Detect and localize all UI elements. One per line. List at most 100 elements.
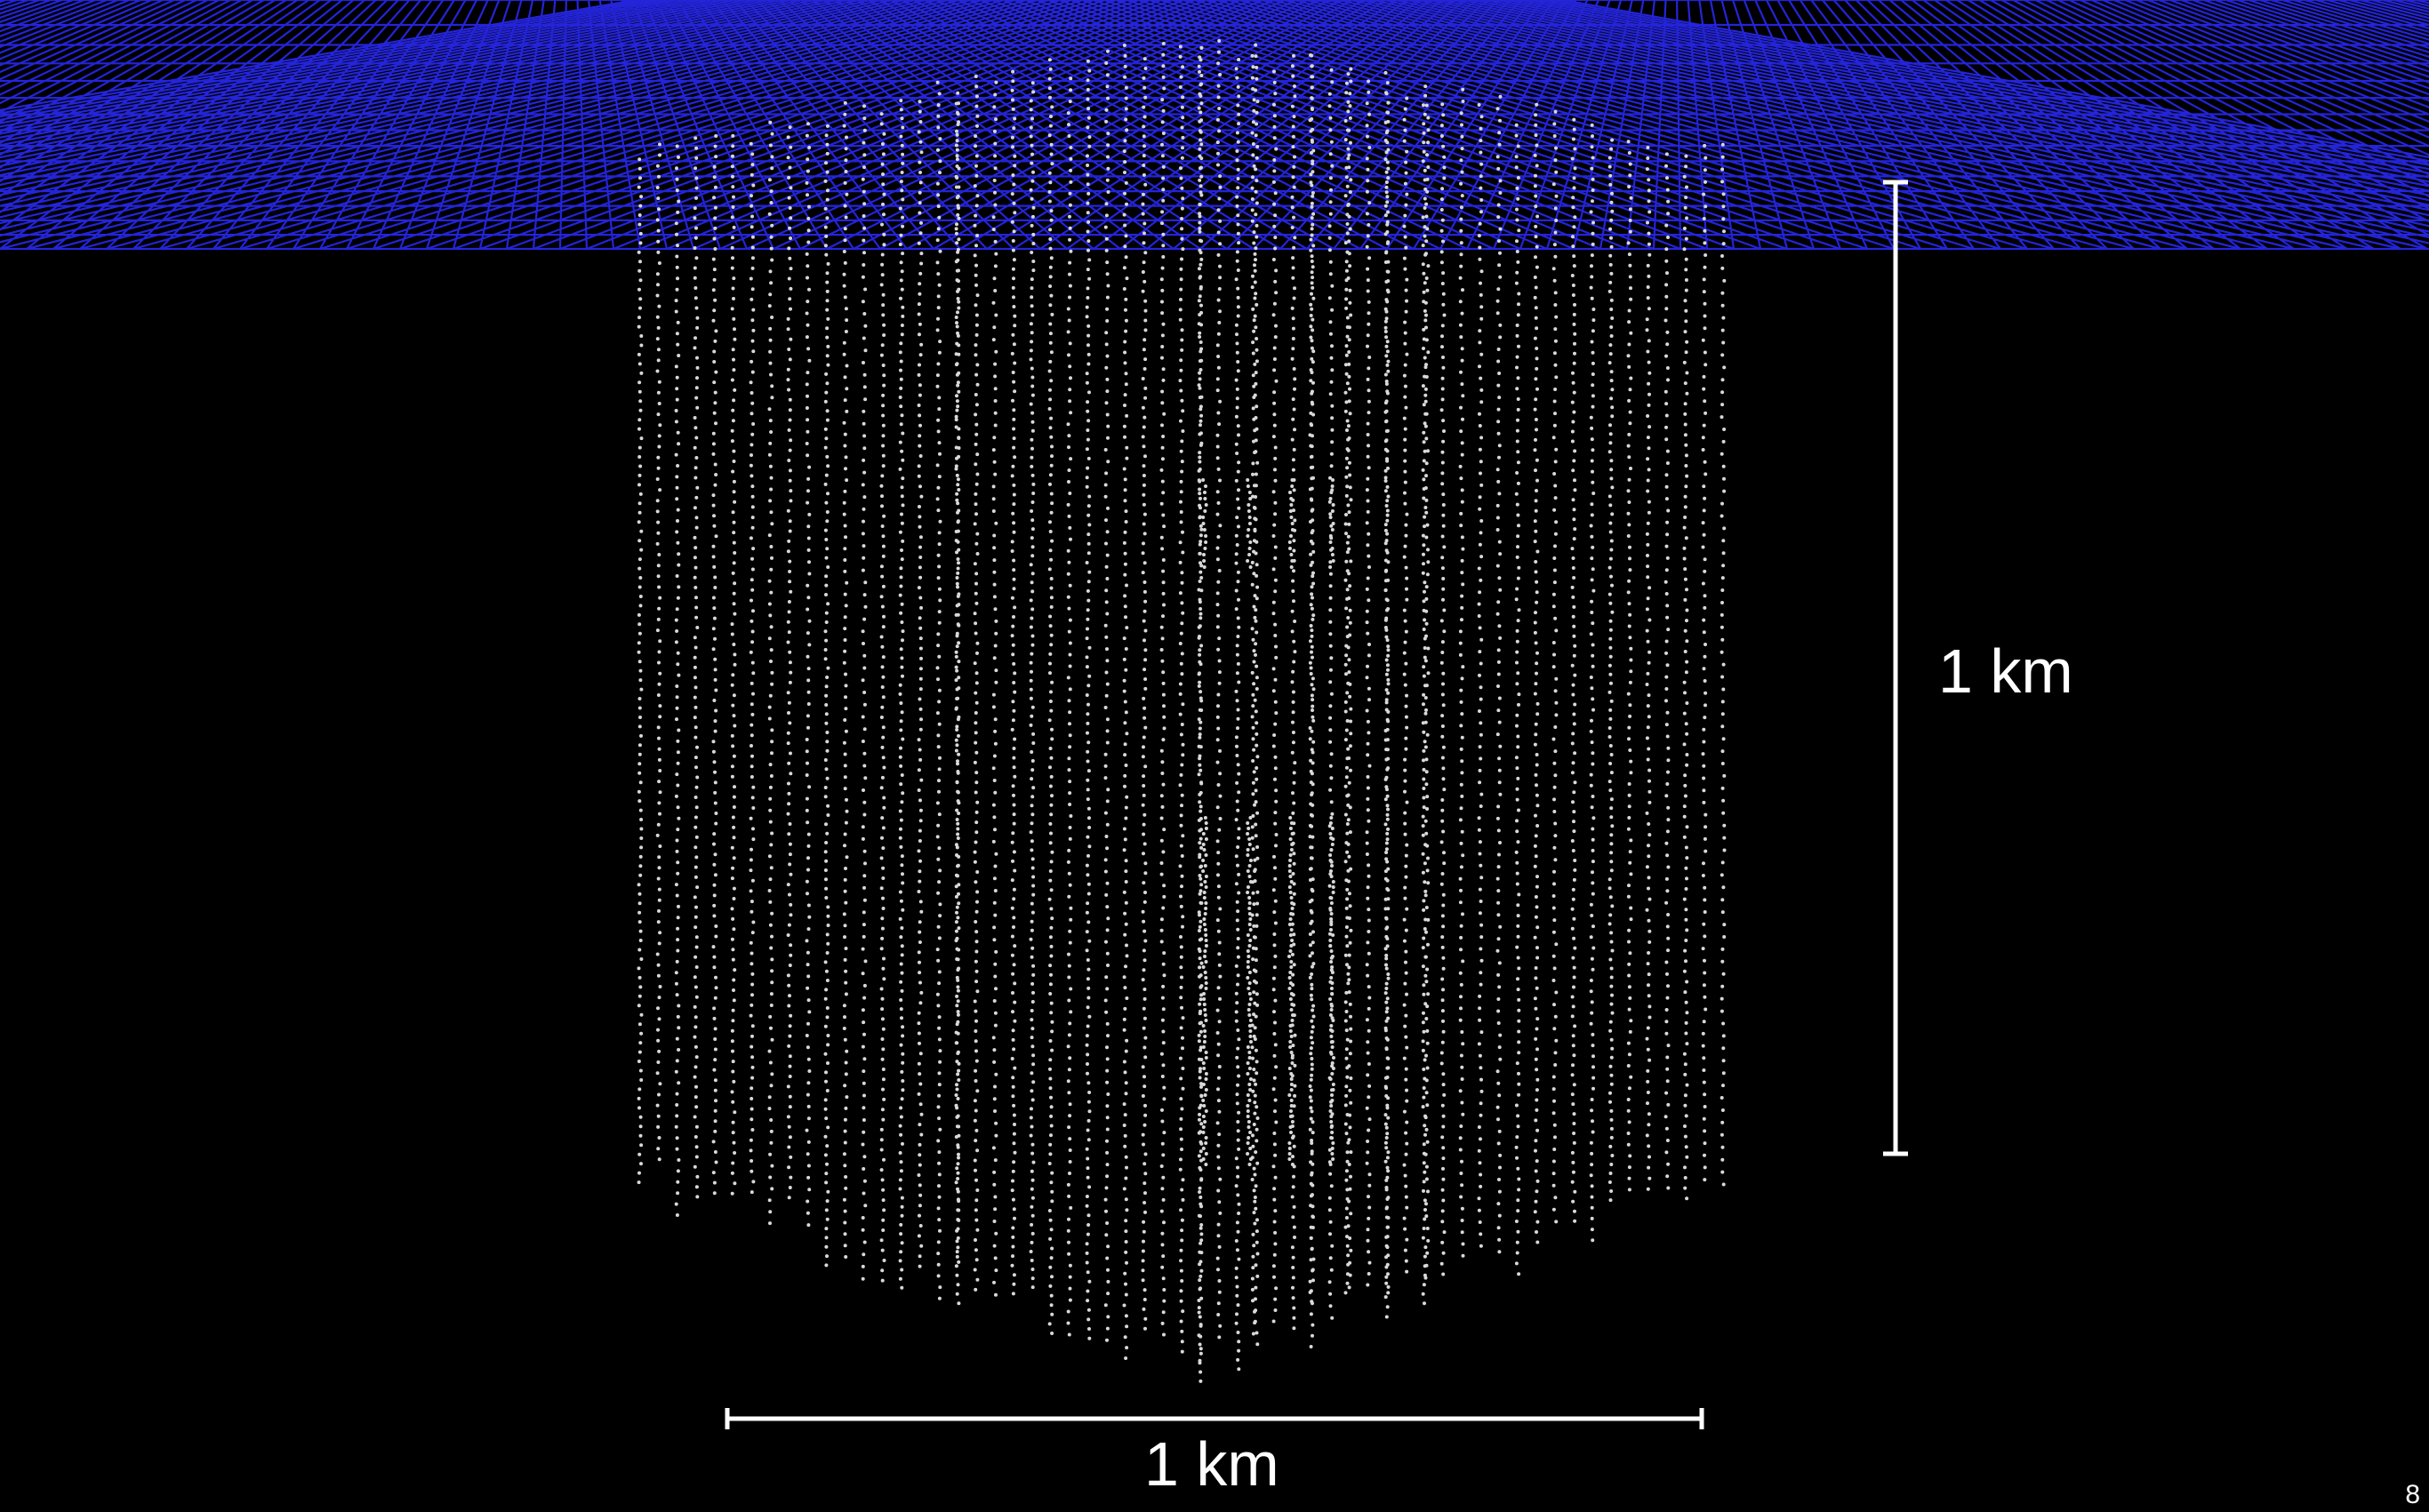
optical-module-dot [879,1168,884,1172]
optical-module-dot [807,643,812,647]
optical-module-dot [918,575,923,580]
optical-module-dot [676,540,680,545]
optical-module-dot [656,1147,661,1151]
optical-module-dot [918,524,922,529]
optical-module-dot [658,769,662,772]
optical-module-dot [898,1151,902,1155]
optical-module-dot [825,326,830,331]
optical-module-dot [843,1117,847,1122]
optical-module-dot [806,892,809,896]
optical-module-dot [879,1238,884,1243]
optical-module-dot [713,719,717,724]
optical-module-dot [844,1072,848,1076]
optical-module-dot [788,125,792,130]
optical-module-dot [656,920,661,924]
optical-module-dot [806,1092,810,1097]
optical-module-dot [898,836,902,840]
optical-module-dot [637,213,642,217]
optical-module-dot [677,673,681,677]
optical-module-dot [732,836,736,840]
optical-module-dot [862,372,867,377]
optical-module-dot [881,675,886,679]
optical-module-dot [879,595,884,599]
optical-module-dot [733,1151,737,1155]
optical-module-dot [825,188,830,193]
optical-module-dot [787,1196,791,1200]
optical-module-dot [862,812,867,817]
optical-module-dot [769,1084,774,1088]
optical-module-dot [844,672,847,676]
optical-module-dot [824,473,829,477]
ice-surface-grid [0,0,2429,251]
optical-module-dot [693,725,698,730]
optical-module-dot [676,750,680,755]
optical-module-dot [863,959,868,964]
optical-module-dot [862,885,866,890]
optical-module-dot [657,1136,661,1140]
optical-module-dot [730,1090,734,1094]
optical-module-dot [824,896,829,900]
optical-module-dot [824,886,829,891]
optical-module-dot [768,1175,773,1180]
optical-module-dot [639,957,644,961]
optical-module-dot [901,1079,905,1083]
optical-module-dot [806,371,810,375]
optical-module-dot [825,951,830,955]
optical-module-dot [788,680,792,684]
optical-module-dot [788,570,792,573]
optical-module-dot [900,171,904,174]
optical-module-dot [676,1191,680,1196]
optical-module-dot [732,602,736,606]
optical-module-dot [823,528,828,532]
optical-module-dot [844,900,848,905]
optical-module-dot [767,705,772,709]
optical-module-dot [639,687,644,692]
optical-module-dot [901,1060,905,1065]
optical-module-dot [806,844,811,848]
optical-module-dot [862,470,867,475]
optical-module-dot [899,368,902,372]
optical-module-dot [788,397,792,402]
optical-module-dot [882,323,886,327]
optical-module-dot [806,820,810,825]
optical-module-dot [749,650,753,654]
optical-module-dot [732,825,736,829]
optical-module-dot [767,1049,772,1053]
optical-module-dot [676,342,680,347]
optical-module-dot [674,640,678,644]
optical-module-dot [862,653,867,658]
optical-module-dot [881,846,886,851]
optical-module-dot [768,143,773,148]
optical-module-dot [900,287,904,292]
optical-module-dot [713,586,717,589]
optical-module-dot [825,979,830,982]
optical-module-dot [694,965,699,969]
optical-module-dot [767,854,772,859]
optical-module-dot [826,941,830,946]
optical-module-dot [768,1152,773,1156]
optical-module-dot [693,925,698,930]
optical-module-dot [637,324,641,329]
optical-module-dot [806,714,810,718]
optical-module-dot [881,554,886,558]
optical-module-dot [901,431,905,436]
optical-module-dot [657,207,661,212]
optical-module-dot [862,642,865,645]
optical-module-dot [919,261,924,266]
optical-module-dot [657,866,661,870]
optical-module-dot [899,1007,903,1012]
optical-module-dot [732,886,736,891]
optical-module-dot [826,565,830,569]
optical-module-dot [711,596,716,600]
optical-module-dot [731,866,734,870]
optical-module-dot [862,556,866,560]
optical-module-dot [637,920,642,924]
optical-module-dot [693,1035,697,1039]
optical-module-dot [693,206,697,211]
optical-module-dot [880,494,884,499]
optical-module-dot [879,987,884,991]
optical-module-dot [788,1024,792,1028]
optical-module-dot [694,156,699,160]
optical-module-dot [788,994,791,998]
optical-module-dot [693,575,697,580]
